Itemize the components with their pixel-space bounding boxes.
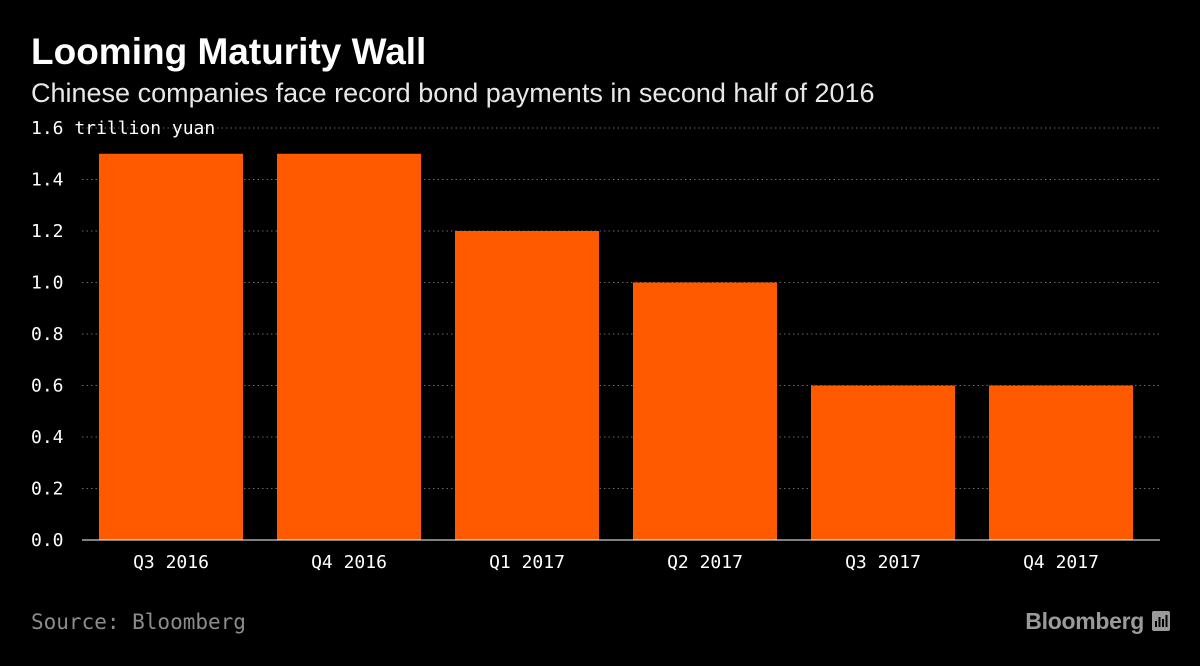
- x-tick-label: Q4 2017: [1023, 552, 1099, 573]
- bar-q3-2017: [811, 385, 955, 540]
- chart-subtitle: Chinese companies face record bond payme…: [31, 78, 875, 108]
- y-tick-label: 0.8: [31, 324, 64, 345]
- y-tick-label: 0.4: [31, 427, 64, 448]
- bloomberg-logo: Bloomberg: [1025, 608, 1144, 634]
- y-tick-label: 1.0: [31, 273, 64, 294]
- x-tick-label: Q1 2017: [489, 552, 565, 573]
- bar-q1-2017: [455, 231, 599, 540]
- bars: [99, 153, 1133, 540]
- y-tick-label: 0.0: [31, 530, 64, 551]
- x-tick-labels: Q3 2016 Q4 2016 Q1 2017 Q2 2017 Q3 2017 Q4 20…: [133, 552, 1099, 573]
- bar-q4-2017: [989, 385, 1133, 540]
- x-tick-label: Q4 2016: [311, 552, 387, 573]
- y-tick-label: 1.4: [31, 170, 64, 191]
- y-tick-label: 0.6: [31, 376, 64, 397]
- x-tick-label: Q3 2016: [133, 552, 209, 573]
- bar-q3-2016: [99, 153, 243, 540]
- source-note: Source: Bloomberg: [31, 610, 246, 634]
- x-tick-label: Q2 2017: [667, 552, 743, 573]
- y-tick-label: 0.2: [31, 479, 64, 500]
- x-tick-label: Q3 2017: [845, 552, 921, 573]
- y-tick-label: 1.2: [31, 221, 64, 242]
- bloomberg-terminal-icon: [1152, 611, 1170, 631]
- bar-q2-2017: [633, 282, 777, 540]
- y-tick-label: 1.6 trillion yuan: [31, 118, 215, 139]
- bar-chart: 0.0 0.2 0.4 0.6 0.8 1.0 1.2 1.4 1.6 trillion yua…: [31, 118, 1160, 573]
- y-tick-labels: 0.0 0.2 0.4 0.6 0.8 1.0 1.2 1.4 1.6 trillion yua…: [31, 118, 215, 551]
- bar-q4-2016: [277, 153, 421, 540]
- chart-title: Looming Maturity Wall: [31, 31, 427, 72]
